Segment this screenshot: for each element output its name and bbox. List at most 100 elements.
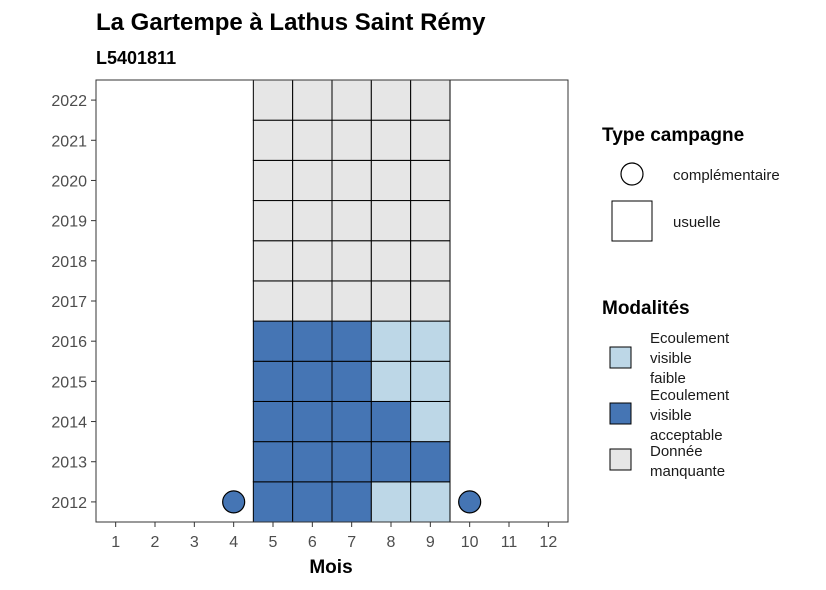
cell-2020-8 — [370, 159, 412, 202]
cell-2018-5 — [252, 240, 294, 282]
cell-2019-9 — [410, 200, 451, 242]
cell-2017-8 — [370, 280, 412, 322]
cell-2012-7 — [331, 481, 372, 523]
cell-2020-5 — [252, 159, 294, 202]
cell-2016-5 — [252, 320, 294, 362]
cell-2018-8 — [370, 240, 412, 282]
cell-2014-7 — [331, 400, 372, 443]
cell-2021-6 — [292, 119, 333, 161]
x-axis-title: Mois — [309, 557, 352, 578]
x-tick-label: 10 — [461, 534, 479, 551]
cell-2017-5 — [252, 280, 294, 322]
x-axis: 1 2 3 4 5 6 7 8 9 10 11 12 — [111, 522, 557, 551]
cell-2016-9 — [410, 320, 451, 362]
cell-2018-7 — [331, 240, 372, 282]
cell-2012-5 — [252, 481, 294, 523]
cell-2020-7 — [331, 159, 372, 202]
point-2012-10 — [458, 490, 482, 514]
cell-2020-6 — [292, 159, 333, 202]
cell-2021-8 — [370, 119, 412, 161]
x-tick-label: 7 — [347, 534, 356, 551]
cell-2021-9 — [410, 119, 451, 161]
legend-campagne-title: Type campagne — [602, 125, 744, 146]
cell-2022-6 — [292, 79, 333, 121]
cell-2019-7 — [331, 200, 372, 242]
y-tick-label: 2014 — [51, 415, 87, 432]
cell-2016-8 — [370, 320, 412, 362]
y-tick-label: 2020 — [51, 173, 87, 190]
cell-2013-9 — [410, 441, 451, 483]
cell-2013-5 — [252, 441, 294, 483]
x-tick-label: 6 — [308, 534, 317, 551]
y-tick-label: 2017 — [51, 294, 87, 311]
cell-2013-6 — [292, 441, 333, 483]
x-tick-label: 3 — [190, 534, 199, 551]
x-tick-label: 2 — [151, 534, 160, 551]
x-tick-label: 5 — [269, 534, 278, 551]
cell-2015-8 — [370, 360, 412, 402]
cell-2017-6 — [292, 280, 333, 322]
legend-modalites: Modalités Ecoulement visible faibleEcoulem… — [602, 298, 730, 480]
cell-2018-6 — [292, 240, 333, 282]
legend-label-manquante: Donnée manquante — [650, 443, 725, 480]
y-tick-label: 2021 — [51, 133, 87, 150]
cell-2014-9 — [410, 400, 451, 443]
cell-2017-9 — [410, 280, 451, 322]
legend-label-faible: Ecoulement visible faible — [650, 330, 730, 387]
legend-type-campagne: Type campagne complémentaire usuelle — [602, 125, 780, 242]
cell-2013-7 — [331, 441, 372, 483]
legend-label-usuelle: usuelle — [673, 214, 721, 231]
cell-2022-8 — [370, 79, 412, 121]
x-tick-label: 11 — [501, 534, 518, 551]
cell-2019-8 — [370, 200, 412, 242]
cell-2015-7 — [331, 360, 372, 402]
cell-2015-6 — [292, 360, 333, 402]
y-tick-label: 2022 — [51, 93, 87, 110]
x-tick-label: 4 — [229, 534, 238, 551]
legend-label-acceptable: Ecoulement visible acceptable — [650, 387, 730, 444]
cell-2016-6 — [292, 320, 333, 362]
cell-2012-9 — [410, 481, 451, 523]
x-tick-label: 1 — [111, 534, 120, 551]
cell-2014-5 — [252, 400, 294, 443]
cell-2014-6 — [292, 400, 333, 443]
plot-area — [95, 79, 569, 523]
cell-2022-7 — [331, 79, 372, 121]
cell-2021-5 — [252, 119, 294, 161]
legend-key-manquante — [609, 448, 632, 471]
legend-label-complementaire: complémentaire — [673, 167, 780, 184]
legend-key-acceptable — [609, 402, 632, 425]
y-tick-label: 2013 — [51, 455, 87, 472]
y-tick-label: 2016 — [51, 334, 87, 351]
point-2012-4 — [222, 490, 246, 514]
cell-2022-9 — [410, 79, 451, 121]
cell-2021-7 — [331, 119, 372, 161]
cell-2012-6 — [292, 481, 333, 523]
cell-2016-7 — [331, 320, 372, 362]
x-tick-label: 8 — [387, 534, 396, 551]
y-axis: 2012 2013 2014 2015 2016 2017 2018 2019 2020 2021… — [51, 93, 96, 512]
x-tick-label: 9 — [426, 534, 435, 551]
cell-2020-9 — [410, 159, 451, 202]
y-tick-label: 2015 — [51, 374, 87, 391]
chart-subtitle: L5401811 — [96, 48, 176, 68]
legend-key-faible — [609, 346, 632, 369]
cell-2013-8 — [370, 441, 412, 483]
cell-2019-5 — [252, 200, 294, 242]
cell-2015-5 — [252, 360, 294, 402]
legend-modalites-title: Modalités — [602, 298, 690, 319]
legend-key-usuelle — [611, 200, 653, 242]
y-tick-label: 2012 — [51, 495, 87, 512]
y-tick-label: 2018 — [51, 254, 87, 271]
cell-2022-5 — [252, 79, 294, 121]
cell-2019-6 — [292, 200, 333, 242]
cell-2014-8 — [370, 400, 412, 443]
cell-2012-8 — [370, 481, 412, 523]
y-tick-label: 2019 — [51, 214, 87, 231]
chart-title: La Gartempe à Lathus Saint Rémy — [96, 9, 486, 36]
cell-2018-9 — [410, 240, 451, 282]
x-tick-label: 12 — [539, 534, 557, 551]
cell-2017-7 — [331, 280, 372, 322]
legend-key-complementaire — [620, 162, 644, 186]
